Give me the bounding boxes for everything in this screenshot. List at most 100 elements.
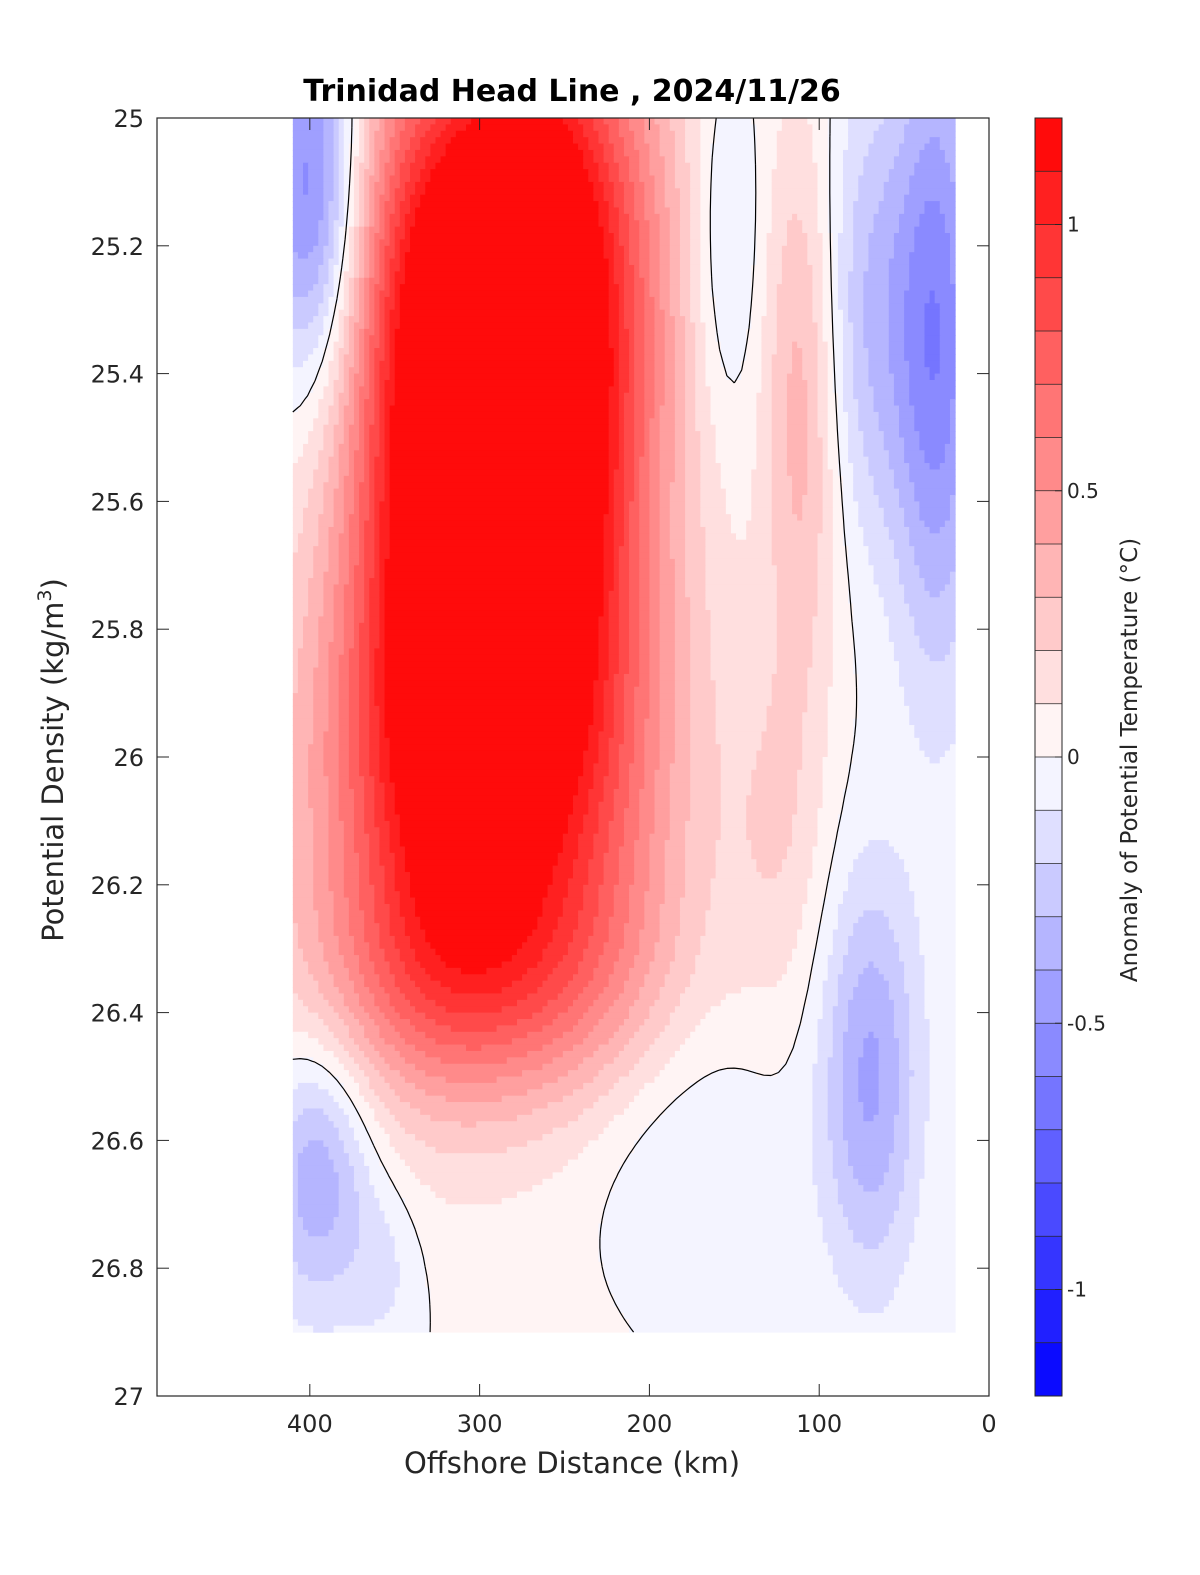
anomaly-cell (338, 744, 350, 752)
anomaly-cell (629, 622, 640, 630)
anomaly-cell (359, 539, 365, 547)
anomaly-cell (649, 961, 671, 969)
anomaly-cell (369, 341, 381, 349)
anomaly-cell (746, 328, 763, 336)
anomaly-cell (399, 284, 610, 292)
anomaly-cell (404, 1076, 447, 1084)
anomaly-cell (797, 788, 824, 796)
anomaly-cell (348, 162, 355, 170)
anomaly-cell (914, 405, 951, 413)
anomaly-cell (338, 296, 345, 304)
anomaly-cell (832, 495, 844, 502)
anomaly-cell (415, 181, 426, 189)
anomaly-cell (608, 641, 620, 649)
anomaly-cell (720, 801, 747, 809)
anomaly-cell (888, 271, 910, 279)
anomaly-cell (308, 392, 324, 400)
anomaly-cell (588, 143, 605, 151)
anomaly-cell (613, 233, 620, 241)
anomaly-cell (807, 443, 824, 451)
anomaly-cell (741, 367, 763, 375)
anomaly-cell (618, 546, 630, 554)
anomaly-cell (685, 584, 707, 592)
anomaly-cell (608, 635, 620, 643)
anomaly-cell (822, 277, 834, 285)
anomaly-cell (664, 846, 686, 854)
anomaly-cell (868, 373, 895, 381)
anomaly-cell (374, 661, 386, 669)
anomaly-cell (700, 431, 717, 439)
anomaly-cell (629, 1006, 651, 1014)
anomaly-cell (899, 667, 956, 675)
anomaly-cell (364, 130, 370, 138)
anomaly-cell (827, 725, 854, 733)
anomaly-cell (359, 693, 370, 701)
anomaly-cell (348, 1070, 365, 1078)
anomaly-cell (685, 488, 701, 496)
anomaly-cell (659, 763, 671, 771)
anomaly-cell (827, 1063, 844, 1071)
anomaly-cell (389, 539, 605, 547)
anomaly-cell (776, 156, 814, 164)
anomaly-cell (929, 757, 941, 764)
anomaly-cell (832, 616, 854, 624)
anomaly-cell (853, 923, 890, 931)
anomaly-cell (292, 795, 309, 803)
anomaly-cell (756, 763, 803, 771)
anomaly-cell (883, 507, 905, 515)
anomaly-cell (654, 942, 676, 950)
anomaly-cell (842, 316, 849, 324)
anomaly-cell (623, 533, 630, 541)
anomaly-cell (929, 590, 941, 598)
anomaly-cell (848, 431, 864, 439)
anomaly-cell (904, 597, 956, 605)
anomaly-cell (359, 654, 370, 662)
anomaly-cell (827, 456, 839, 464)
anomaly-cell (888, 456, 905, 464)
anomaly-cell (629, 558, 640, 566)
anomaly-cell (343, 188, 350, 196)
anomaly-cell (598, 897, 615, 905)
anomaly-cell (659, 616, 676, 624)
anomaly-cell (364, 469, 370, 477)
anomaly-cell (613, 194, 625, 202)
anomaly-cell (776, 348, 793, 356)
anomaly-cell (629, 635, 640, 643)
anomaly-cell (343, 245, 350, 253)
anomaly-cell (914, 1236, 956, 1244)
anomaly-cell (623, 1018, 645, 1026)
anomaly-cell (827, 137, 849, 145)
anomaly-cell (756, 188, 773, 196)
anomaly-cell (848, 1153, 890, 1161)
anomaly-cell (292, 539, 299, 547)
anomaly-cell (868, 348, 890, 356)
anomaly-cell (837, 1185, 864, 1193)
anomaly-cell (313, 686, 330, 694)
anomaly-cell (878, 1063, 900, 1071)
anomaly-cell (904, 194, 956, 202)
anomaly-cell (379, 1025, 396, 1033)
anomaly-cell (292, 590, 309, 598)
anomaly-cell (909, 1108, 931, 1116)
anomaly-cell (649, 597, 661, 605)
anomaly-cell (353, 130, 360, 138)
anomaly-cell (817, 181, 829, 189)
anomaly-cell (695, 335, 707, 343)
anomaly-cell (394, 201, 401, 209)
anomaly-cell (328, 277, 335, 285)
anomaly-cell (359, 546, 365, 554)
anomaly-cell (705, 360, 722, 368)
anomaly-cell (369, 316, 375, 324)
anomaly-cell (659, 303, 671, 311)
anomaly-cell (644, 130, 661, 138)
anomaly-cell (399, 1070, 426, 1078)
anomaly-cell (888, 264, 910, 272)
anomaly-cell (348, 450, 355, 458)
anomaly-cell (313, 482, 324, 490)
anomaly-cell (343, 891, 360, 899)
anomaly-cell (292, 181, 304, 189)
anomaly-cell (445, 961, 503, 969)
anomaly-cell (562, 955, 584, 963)
anomaly-cell (634, 731, 645, 739)
anomaly-cell (669, 271, 681, 279)
